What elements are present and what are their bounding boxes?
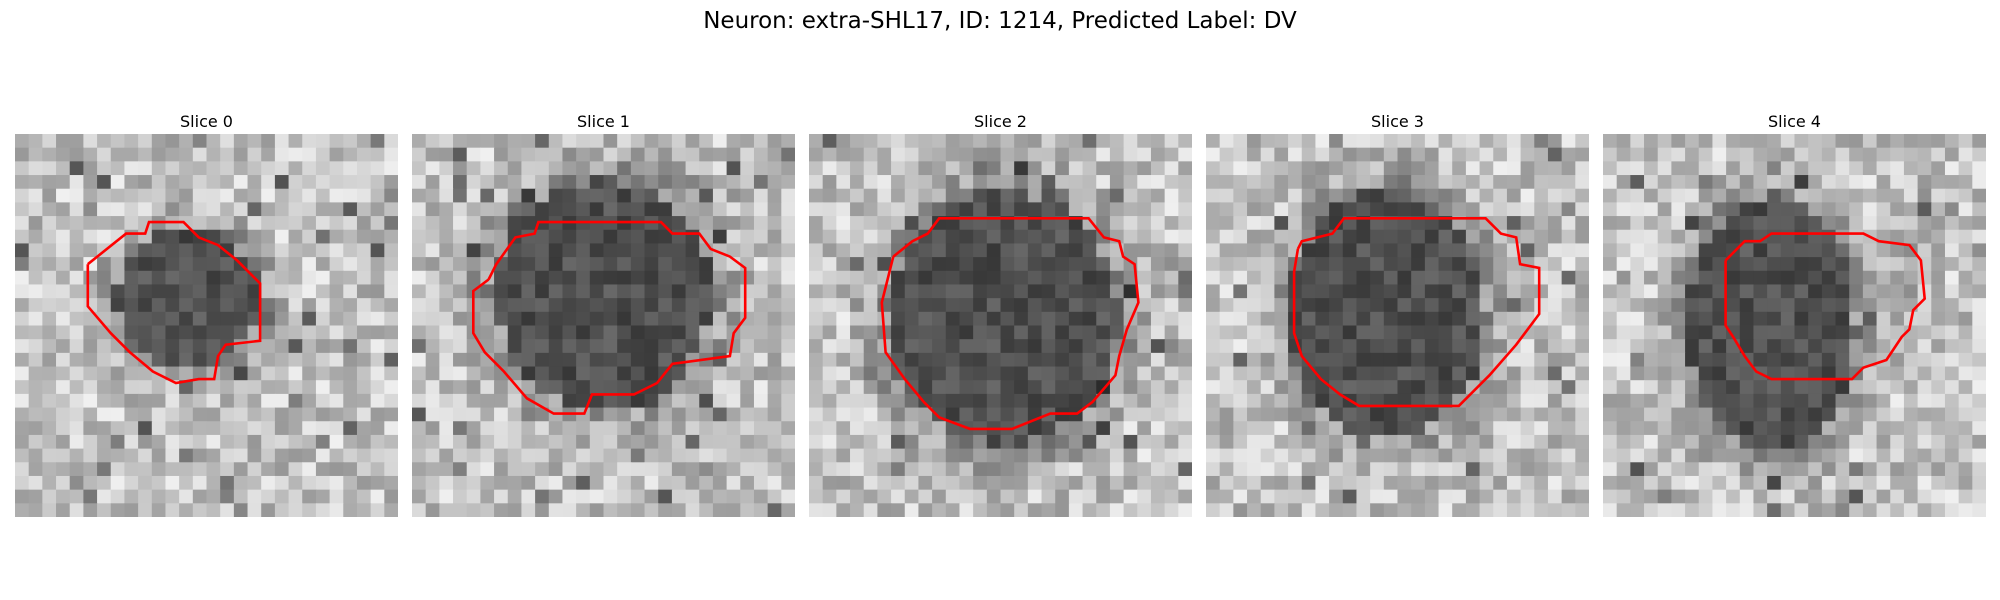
slice-panel-2: Slice 2: [809, 110, 1192, 517]
grayscale-pixels: [15, 134, 398, 517]
slice-title: Slice 3: [1371, 112, 1424, 131]
grayscale-pixels: [412, 134, 795, 517]
slice-title: Slice 2: [974, 112, 1027, 131]
slice-image: [412, 134, 795, 517]
slice-image: [809, 134, 1192, 517]
slice-title: Slice 4: [1768, 112, 1821, 131]
grayscale-pixels: [1206, 134, 1589, 517]
neuron-contour: [880, 217, 1140, 431]
slice-panel-0: Slice 0: [15, 110, 398, 517]
neuron-contour: [471, 220, 747, 415]
grayscale-pixels: [1603, 134, 1986, 517]
slice-image: [1206, 134, 1589, 517]
neuron-contour: [1724, 232, 1927, 381]
slice-title: Slice 0: [180, 112, 233, 131]
slice-panel-3: Slice 3: [1206, 110, 1589, 517]
slice-panel-1: Slice 1: [412, 110, 795, 517]
figure-title: Neuron: extra-SHL17, ID: 1214, Predicted…: [703, 8, 1297, 34]
grayscale-pixels: [809, 134, 1192, 517]
slice-panel-4: Slice 4: [1603, 110, 1986, 517]
neuron-contour: [86, 220, 262, 385]
neuron-contour: [1292, 217, 1541, 408]
slice-image: [15, 134, 398, 517]
slice-image: [1603, 134, 1986, 517]
slice-title: Slice 1: [577, 112, 630, 131]
